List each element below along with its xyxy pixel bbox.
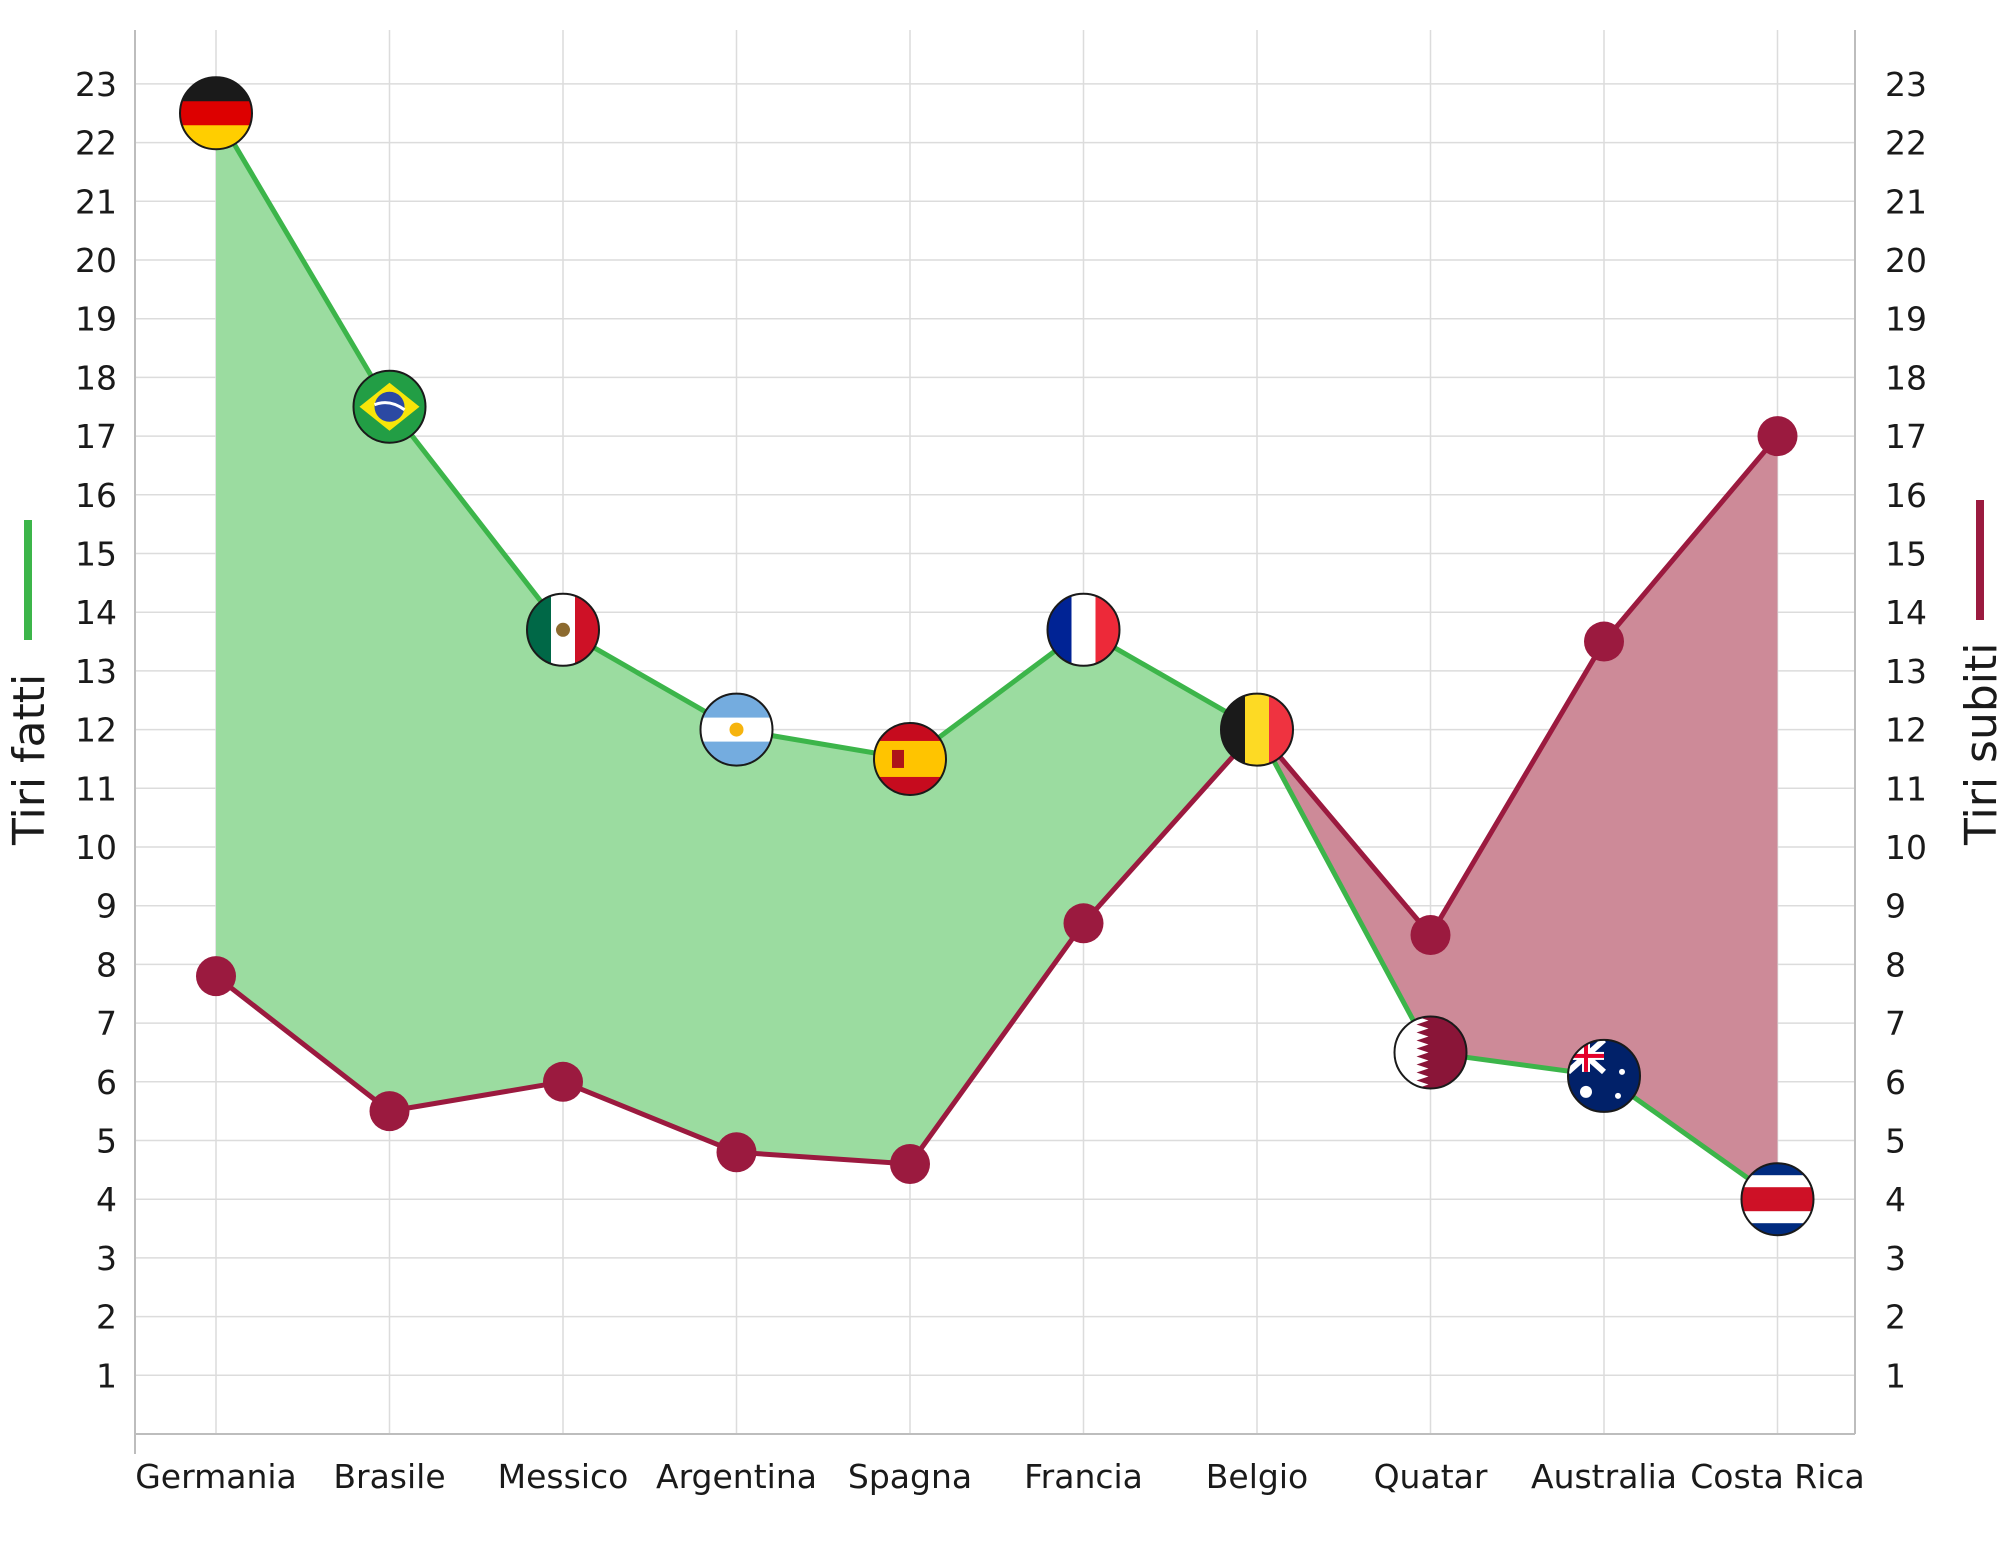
y-tick-right: 22: [1885, 124, 1927, 163]
y-tick-right: 18: [1885, 358, 1927, 397]
subiti-dots: [196, 416, 1798, 1184]
y-tick-left: 22: [75, 124, 117, 163]
y-tick-left: 2: [96, 1298, 117, 1337]
y-tick-left: 23: [75, 65, 117, 104]
y-tick-left: 16: [75, 476, 117, 515]
y-tick-left: 14: [75, 593, 117, 632]
x-tick-label: Brasile: [333, 1457, 445, 1496]
y-tick-left: 8: [96, 945, 117, 984]
y-tick-left: 5: [96, 1122, 117, 1161]
x-tick-label: Argentina: [656, 1457, 817, 1496]
x-axis: Germania Brasile Messico Argentina Spagna Fra…: [135, 1457, 1865, 1496]
point-tiri-subiti: [1584, 621, 1624, 662]
x-tick-label: Messico: [498, 1457, 629, 1496]
area-tiri-subiti: [1257, 436, 1778, 1200]
point-tiri-subiti: [890, 1143, 930, 1184]
argentina-flag-icon: [699, 692, 774, 767]
australia-flag-icon: [1567, 1038, 1641, 1113]
point-tiri-subiti: [1757, 416, 1798, 457]
mexico-flag-icon: [526, 592, 600, 667]
belgium-flag-icon: [1220, 692, 1294, 767]
point-tiri-subiti: [1410, 915, 1451, 956]
germany-flag-icon: [179, 76, 253, 151]
costa-rica-flag-icon: [1740, 1162, 1815, 1237]
line-tiri-subiti: [214, 434, 1780, 1167]
x-tick-label: Francia: [1024, 1457, 1143, 1496]
y-tick-right: 17: [1885, 417, 1927, 456]
y-tick-left: 4: [96, 1180, 117, 1219]
y-tick-right: 2: [1885, 1298, 1906, 1337]
point-tiri-subiti: [196, 956, 236, 997]
qatar-flag-icon: [1393, 1015, 1468, 1090]
y-tick-left: 20: [75, 241, 117, 280]
y-tick-right: 19: [1885, 300, 1927, 339]
y-tick-right: 4: [1885, 1180, 1906, 1219]
y-tick-right: 7: [1885, 1004, 1906, 1043]
x-tick-label: Australia: [1531, 1457, 1677, 1496]
y-tick-right: 16: [1885, 476, 1927, 515]
y-tick-right: 15: [1885, 535, 1927, 574]
x-tick-label: Quatar: [1374, 1457, 1488, 1496]
y-tick-left: 6: [96, 1063, 117, 1102]
point-tiri-subiti: [543, 1061, 583, 1102]
y-tick-right: 13: [1885, 652, 1927, 691]
y-tick-right: 14: [1885, 593, 1927, 632]
y-tick-right: 20: [1885, 241, 1927, 280]
y-tick-right: 11: [1885, 769, 1927, 808]
y-axis-right-title: Tiri subiti: [1956, 643, 2000, 847]
brazil-flag-icon: [352, 369, 427, 444]
y-tick-left: 3: [96, 1239, 117, 1278]
x-tick-label: Belgio: [1206, 1457, 1308, 1496]
y-tick-left: 9: [96, 887, 117, 926]
y-tick-right: 3: [1885, 1239, 1906, 1278]
point-tiri-subiti: [716, 1132, 757, 1173]
y-tick-left: 21: [75, 182, 117, 221]
y-tick-right: 21: [1885, 182, 1927, 221]
y-tick-right: 5: [1885, 1122, 1906, 1161]
x-tick-label: Germania: [135, 1457, 297, 1496]
legend-bar-tiri-subiti: [1976, 500, 1984, 620]
x-tick-label: Spagna: [848, 1457, 972, 1496]
y-tick-right: 6: [1885, 1063, 1906, 1102]
y-tick-left: 11: [75, 769, 117, 808]
y-tick-left: 12: [75, 711, 117, 750]
y-tick-left: 10: [75, 828, 117, 867]
y-tick-right: 8: [1885, 945, 1906, 984]
y-tick-left: 1: [96, 1356, 117, 1395]
y-tick-right: 10: [1885, 828, 1927, 867]
point-tiri-subiti: [369, 1091, 410, 1132]
y-tick-left: 15: [75, 535, 117, 574]
point-tiri-subiti: [1063, 903, 1104, 944]
y-axis-left-title: Tiri fatti: [4, 674, 55, 846]
y-tick-right: 12: [1885, 711, 1927, 750]
areas: [216, 113, 1778, 1200]
legend-bar-tiri-fatti: [24, 520, 32, 640]
y-tick-right: 23: [1885, 65, 1927, 104]
y-tick-left: 7: [96, 1004, 117, 1043]
y-tick-left: 17: [75, 417, 117, 456]
y-tick-right: 9: [1885, 887, 1906, 926]
y-tick-left: 18: [75, 358, 117, 397]
x-tick-label: Costa Rica: [1690, 1457, 1865, 1496]
france-flag-icon: [1046, 592, 1121, 667]
area-tiri-fatti: [216, 113, 1257, 1164]
line-tiri-fatti: [213, 111, 1779, 1202]
y-tick-left: 19: [75, 300, 117, 339]
y-tick-right: 1: [1885, 1356, 1906, 1395]
spain-flag-icon: [873, 721, 947, 796]
lines: [213, 111, 1780, 1202]
y-tick-left: 13: [75, 652, 117, 691]
